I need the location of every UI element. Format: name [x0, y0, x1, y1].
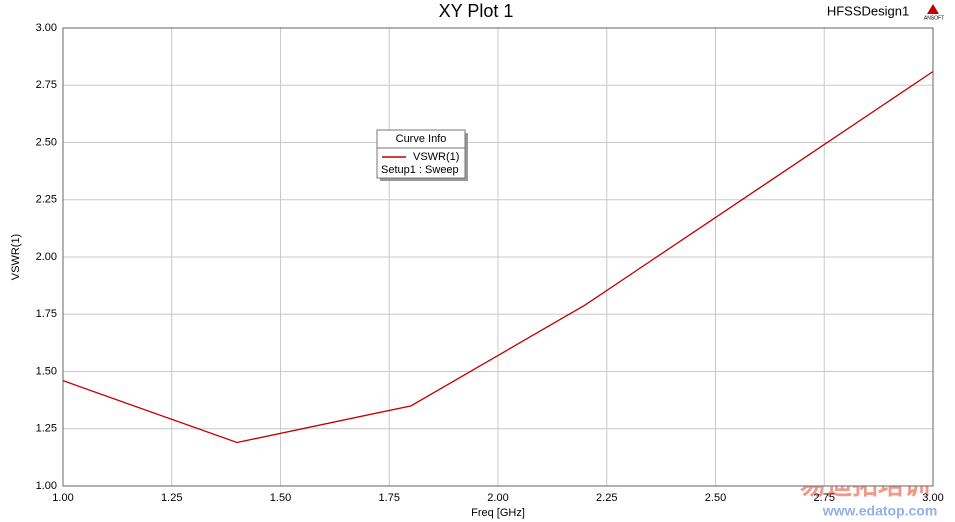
watermark-url: www.edatop.com [822, 503, 938, 519]
chart-title: XY Plot 1 [439, 1, 514, 21]
legend: Curve Info VSWR(1)Setup1 : Sweep [376, 129, 468, 181]
x-axis-label: Freq [GHz] [471, 507, 525, 519]
legend-subtitle: Setup1 : Sweep [381, 164, 459, 176]
x-tick-label: 2.75 [814, 492, 835, 504]
x-tick-label: 2.50 [705, 492, 726, 504]
legend-title: Curve Info [396, 133, 447, 145]
x-tick-label: 1.75 [379, 492, 400, 504]
logo-icon [927, 4, 939, 14]
x-tick-label: 3.00 [922, 492, 943, 504]
x-tick-label: 1.00 [52, 492, 73, 504]
y-tick-label: 2.50 [36, 136, 57, 148]
x-tick-label: 1.25 [161, 492, 182, 504]
line [62, 70, 934, 444]
y-tick-label: 1.00 [36, 480, 57, 492]
y-axis-label: VSWR(1) [10, 234, 22, 280]
design-name: HFSSDesign1 [827, 3, 909, 18]
y-tick-label: 2.00 [36, 251, 57, 263]
x-tick-label: 2.25 [596, 492, 617, 504]
y-tick-label: 1.50 [36, 365, 57, 377]
x-tick-label: 2.00 [487, 492, 508, 504]
y-tick-label: 1.25 [36, 423, 57, 435]
legend-entry: VSWR(1) [413, 151, 459, 163]
logo: ANSOFT [924, 15, 944, 21]
y-tick-label: 2.75 [36, 79, 57, 91]
y-tick-label: 1.75 [36, 308, 57, 320]
y-tick-label: 3.00 [36, 22, 57, 34]
legend-box [376, 129, 466, 179]
x-tick-label: 1.50 [270, 492, 291, 504]
y-tick-label: 2.25 [36, 194, 57, 206]
plot-frame [62, 27, 934, 487]
